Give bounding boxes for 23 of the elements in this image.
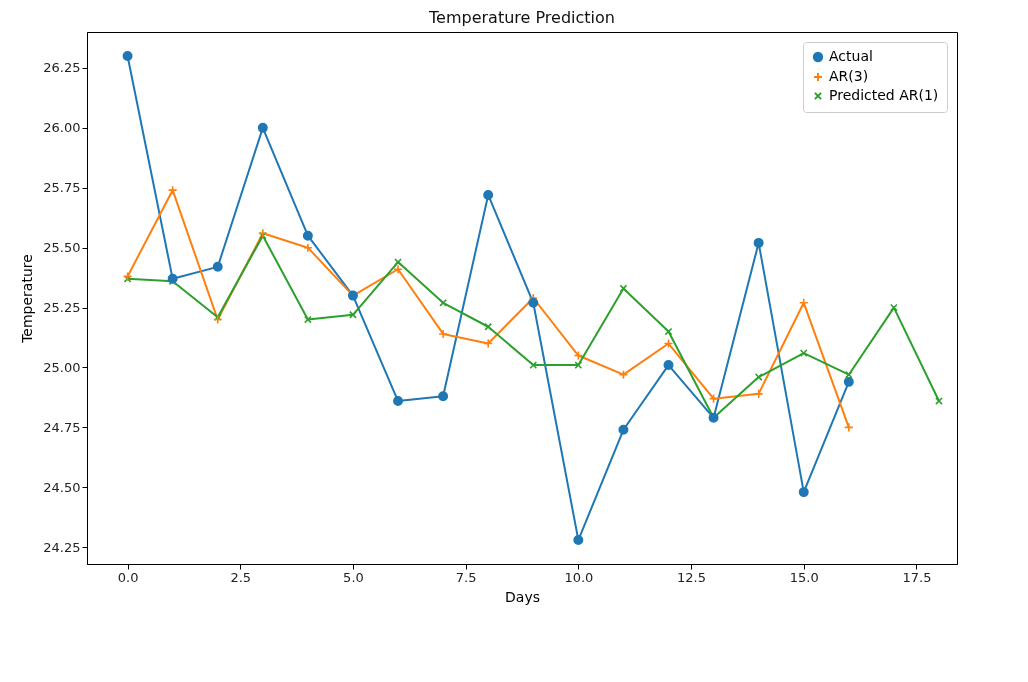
x-tick-label: 10.0: [564, 569, 594, 585]
y-tick-label: 26.25: [43, 60, 81, 76]
legend-label: Predicted AR(1): [829, 87, 939, 103]
chart-title: Temperature Prediction: [428, 8, 615, 27]
y-tick-label: 26.00: [43, 120, 81, 136]
x-tick-label: 2.5: [230, 569, 252, 585]
x-tick-label: 7.5: [455, 569, 477, 585]
y-tick-label: 25.00: [43, 360, 81, 375]
legend-label: Actual: [829, 48, 873, 64]
y-tick-label: 25.25: [43, 300, 81, 316]
y-tick-label: 24.75: [43, 419, 81, 435]
x-tick-label: 5.0: [343, 569, 364, 585]
x-tick-label: 17.5: [902, 569, 932, 585]
x-tick-label: 12.5: [677, 569, 707, 585]
y-tick-label: 24.25: [43, 539, 81, 555]
y-tick-label: 25.50: [43, 240, 81, 256]
x-tick-label: 0.0: [117, 569, 139, 585]
legend-label: AR(3): [829, 68, 869, 84]
x-tick-label: 15.0: [789, 569, 819, 585]
y-axis-title: Temperature: [19, 254, 36, 344]
y-tick-label: 24.50: [43, 479, 81, 495]
y-tick-label: 25.75: [43, 180, 81, 196]
x-axis-title: Days: [505, 588, 540, 605]
